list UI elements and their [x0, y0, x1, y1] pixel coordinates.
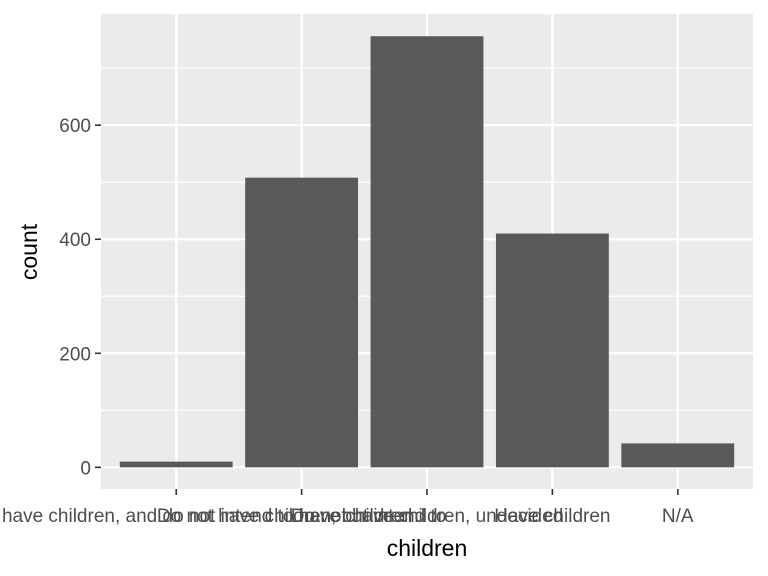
bar [495, 233, 609, 468]
x-axis: Do not have children, and do not intend … [0, 489, 694, 527]
x-tick-label: Do not have children, but intend to [157, 506, 446, 527]
bar [370, 36, 484, 468]
y-tick-label: 0 [80, 458, 91, 479]
bar [119, 461, 233, 468]
bars [119, 36, 735, 468]
x-tick-label: N/A [662, 506, 694, 527]
bar [245, 177, 359, 468]
y-tick-label: 200 [59, 344, 91, 365]
y-tick-label: 400 [59, 230, 91, 251]
x-tick-label: Do not have children, undecided [291, 506, 564, 527]
x-axis-title: children [387, 535, 468, 561]
x-tick-label: Have children [494, 506, 610, 527]
y-axis: 0 200 400 600 [59, 116, 101, 479]
x-tick-label: Do not have children, and do not intend … [0, 506, 412, 527]
y-tick-label: 600 [59, 116, 91, 137]
bar [621, 443, 735, 468]
y-axis-title: count [16, 223, 42, 280]
